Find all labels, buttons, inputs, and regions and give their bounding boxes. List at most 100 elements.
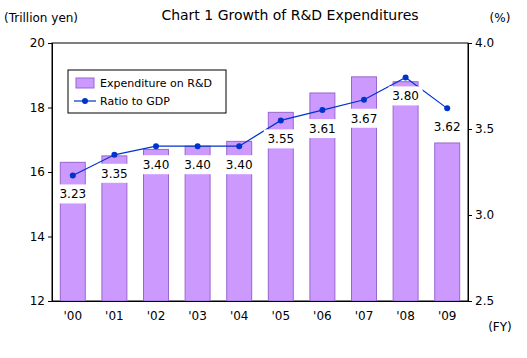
label-box <box>139 155 173 174</box>
tick: 14 <box>30 230 52 244</box>
title: Chart 1 Growth of R&D Expenditures <box>161 7 418 23</box>
tick-mark <box>48 237 52 238</box>
y2-axis-title: (%) <box>490 11 511 25</box>
tick: 2.5 <box>468 294 494 308</box>
tick: 12 <box>30 294 52 308</box>
label-box <box>430 117 464 136</box>
bar <box>435 143 460 301</box>
axis-line <box>53 301 469 302</box>
marker <box>278 117 284 123</box>
label-box <box>222 155 256 174</box>
label-box <box>264 129 298 148</box>
tick: '01 <box>105 301 124 323</box>
tick: '03 <box>188 301 207 323</box>
data-label: 3.23 <box>59 187 86 201</box>
data-label: 3.40 <box>143 158 170 172</box>
tick-label: '08 <box>396 309 415 323</box>
label-box <box>181 155 215 174</box>
marker <box>361 97 367 103</box>
tick-mark <box>468 301 472 302</box>
tick-mark <box>48 301 52 302</box>
tick: '09 <box>438 301 457 323</box>
bar <box>310 93 335 301</box>
tick-label: 18 <box>30 101 45 115</box>
tick: '00 <box>64 301 83 323</box>
axis-line <box>469 44 473 302</box>
tick: 18 <box>30 101 52 115</box>
tick-mark <box>468 43 472 44</box>
tick-label: 14 <box>30 230 45 244</box>
marker <box>444 105 450 111</box>
tick-label: '03 <box>188 309 207 323</box>
axis-line <box>48 44 53 302</box>
data-label: 3.40 <box>226 158 253 172</box>
data-labels: 3.23 3.35 3.40 3.40 3.40 3.55 3.61 3.67 3.80 3.62 <box>56 86 464 203</box>
tick-label: '04 <box>230 309 249 323</box>
tick-label: 2.5 <box>475 294 494 308</box>
marker <box>319 107 325 113</box>
marker <box>111 152 117 158</box>
plot-frame <box>52 43 468 301</box>
data-label: 3.40 <box>184 158 211 172</box>
tick-label: 16 <box>30 165 45 179</box>
tick-mark <box>48 172 52 173</box>
tick-label: 3.5 <box>475 122 494 136</box>
label-box <box>305 119 339 138</box>
tick: '05 <box>272 301 291 323</box>
legend-box <box>68 70 226 113</box>
data-label: 3.55 <box>267 132 294 146</box>
marker <box>70 172 76 178</box>
bar <box>185 146 210 301</box>
tick: '07 <box>355 301 374 323</box>
bar <box>393 82 418 301</box>
bar <box>102 156 127 301</box>
x-axis-title: (FY) <box>488 320 512 334</box>
legend-label: Expenditure on R&D <box>100 77 212 90</box>
tick-mark <box>468 215 472 216</box>
marker <box>195 143 201 149</box>
bar <box>144 149 169 301</box>
data-label: 3.61 <box>309 122 336 136</box>
tick-mark <box>48 108 52 109</box>
tick-label: 20 <box>30 36 45 50</box>
tick-label: 12 <box>30 294 45 308</box>
tick-label: '06 <box>313 309 332 323</box>
data-label: 3.62 <box>434 120 461 134</box>
tick: 20 <box>30 36 52 50</box>
tick-mark <box>468 129 472 130</box>
tick: '08 <box>396 301 415 323</box>
data-label: 3.35 <box>101 167 128 181</box>
label-box <box>97 164 131 183</box>
tick: 3.5 <box>468 122 494 136</box>
marker <box>153 143 159 149</box>
tick-label: '07 <box>355 309 374 323</box>
tick-label: '02 <box>147 309 166 323</box>
data-label: 3.80 <box>392 89 419 103</box>
tick: 4.0 <box>468 36 494 50</box>
label-box <box>389 86 423 105</box>
y-axis-title: (Trillion yen) <box>4 11 78 25</box>
label-box <box>56 184 90 203</box>
label-box <box>347 109 381 128</box>
tick: '04 <box>230 301 249 323</box>
data-label: 3.67 <box>351 112 378 126</box>
legend: Expenditure on R&D Ratio to GDP <box>68 70 226 113</box>
tick-mark <box>48 43 52 44</box>
tick-label: '09 <box>438 309 457 323</box>
tick: '02 <box>147 301 166 323</box>
x-axis: '00 '01 '02 '03 '04 '05 '06 '07 '08 '09 <box>53 301 469 323</box>
legend-marker <box>82 98 88 104</box>
tick-label: '01 <box>105 309 124 323</box>
marker <box>403 74 409 80</box>
bar <box>227 141 252 301</box>
marker <box>236 143 242 149</box>
bar <box>60 162 85 301</box>
y2-axis: 2.5 3.0 3.5 4.0 <box>468 36 494 308</box>
tick: 3.0 <box>468 208 494 222</box>
y-axis: 12 14 16 18 20 <box>30 36 53 308</box>
legend-label: Ratio to GDP <box>100 95 170 108</box>
bar <box>268 112 293 301</box>
legend-swatch <box>76 78 94 88</box>
tick-label: '00 <box>64 309 83 323</box>
tick: 16 <box>30 165 52 179</box>
